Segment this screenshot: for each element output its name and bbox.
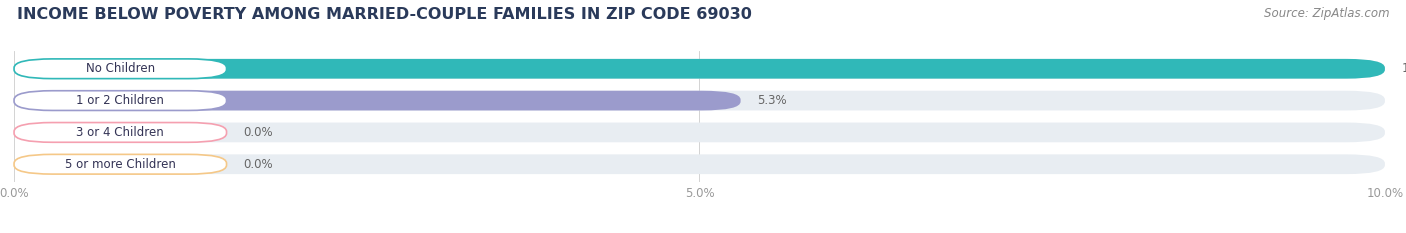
FancyBboxPatch shape [14,123,226,142]
FancyBboxPatch shape [14,154,226,174]
Text: No Children: No Children [86,62,155,75]
Text: 0.0%: 0.0% [243,126,273,139]
FancyBboxPatch shape [14,154,1385,174]
Text: 5.3%: 5.3% [756,94,787,107]
Text: 10.0%: 10.0% [1402,62,1406,75]
FancyBboxPatch shape [14,123,1385,142]
Text: INCOME BELOW POVERTY AMONG MARRIED-COUPLE FAMILIES IN ZIP CODE 69030: INCOME BELOW POVERTY AMONG MARRIED-COUPL… [17,7,752,22]
Text: 1 or 2 Children: 1 or 2 Children [76,94,165,107]
FancyBboxPatch shape [14,59,1385,79]
Text: 5 or more Children: 5 or more Children [65,158,176,171]
Text: Source: ZipAtlas.com: Source: ZipAtlas.com [1264,7,1389,20]
Text: 3 or 4 Children: 3 or 4 Children [76,126,165,139]
FancyBboxPatch shape [14,59,226,79]
Text: 0.0%: 0.0% [243,158,273,171]
FancyBboxPatch shape [14,91,226,110]
FancyBboxPatch shape [14,91,1385,110]
FancyBboxPatch shape [14,91,741,110]
FancyBboxPatch shape [14,59,1385,79]
